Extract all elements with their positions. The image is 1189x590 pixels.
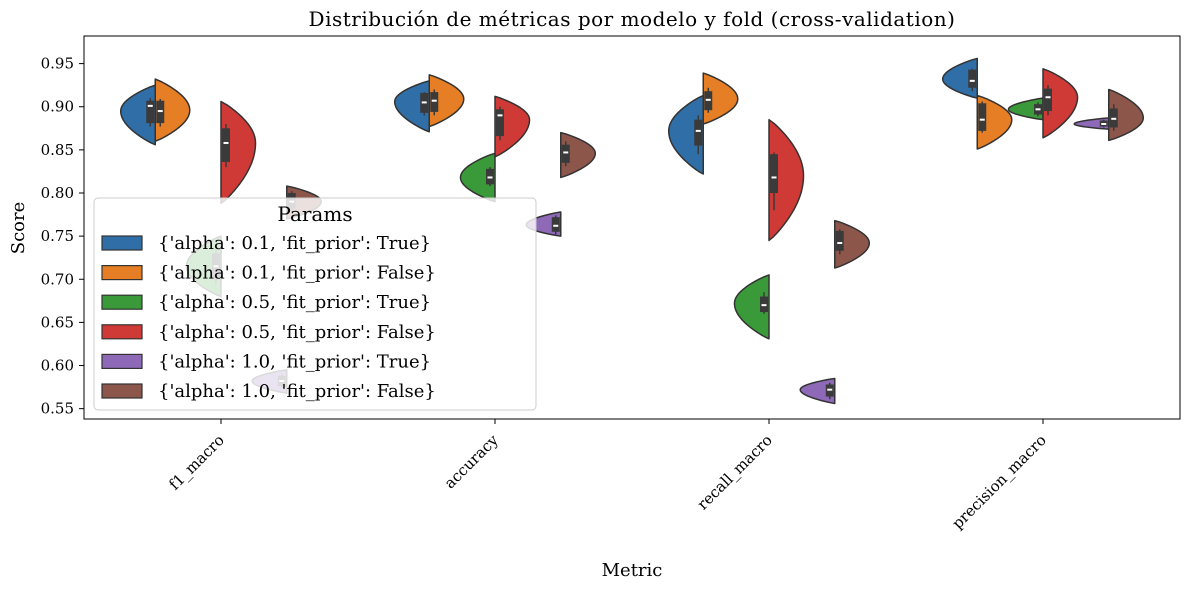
x-axis-label: Metric <box>602 560 663 581</box>
median-marker <box>157 110 163 113</box>
y-tick-label: 0.75 <box>41 227 74 245</box>
legend: Params {'alpha': 0.1, 'fit_prior': True}… <box>93 197 537 411</box>
median-marker <box>837 242 843 245</box>
violin-half <box>1042 68 1079 139</box>
box-iqr <box>496 109 504 137</box>
legend-swatch <box>101 235 143 251</box>
median-marker <box>771 176 777 179</box>
median-marker <box>497 114 503 117</box>
box-iqr <box>968 69 977 88</box>
median-marker <box>761 304 767 307</box>
box-iqr <box>694 119 703 146</box>
legend-swatch <box>101 294 143 310</box>
legend-entry-label: {'alpha': 0.1, 'fit_prior': False} <box>158 263 436 284</box>
violin-half <box>119 84 156 146</box>
x-tick-label: f1_macro <box>165 431 227 493</box>
legend-swatch <box>101 353 143 369</box>
y-axis: 0.55 0.60 0.65 0.70 0.75 0.80 0.85 0.90 0.95 <box>41 55 84 418</box>
violin-half <box>220 100 257 205</box>
violin-half <box>154 78 191 142</box>
legend-entry-label: {'alpha': 1.0, 'fit_prior': False} <box>158 381 436 402</box>
y-tick-label: 0.90 <box>41 98 74 116</box>
x-tick-label: accuracy <box>441 431 502 492</box>
median-marker <box>1111 117 1117 120</box>
y-tick-label: 0.70 <box>41 270 74 288</box>
violin-half <box>941 57 978 99</box>
median-marker <box>431 99 437 102</box>
violin-half <box>459 152 496 203</box>
y-tick-label: 0.85 <box>41 141 74 159</box>
legend-entry-label: {'alpha': 1.0, 'fit_prior': True} <box>158 351 431 372</box>
legend-swatch <box>101 265 143 281</box>
box-iqr <box>835 230 844 251</box>
legend-entry-label: {'alpha': 0.5, 'fit_prior': False} <box>158 322 436 343</box>
median-marker <box>223 141 229 144</box>
violin-half <box>768 118 805 242</box>
median-marker <box>421 101 427 104</box>
median-marker <box>827 388 833 391</box>
median-marker <box>1101 122 1107 125</box>
y-tick-label: 0.65 <box>41 313 74 331</box>
box-iqr <box>551 217 560 232</box>
violin-half <box>668 94 704 175</box>
violin-half <box>702 72 739 125</box>
legend-title: Params <box>277 202 352 226</box>
violin-half <box>428 74 465 128</box>
box-iqr <box>561 144 570 163</box>
y-tick-label: 0.60 <box>41 357 74 375</box>
x-axis: f1_macro accuracy recall_macro precision_ma… <box>165 419 1050 532</box>
box-iqr <box>978 103 987 131</box>
violin-half <box>1108 88 1145 142</box>
plot-frame <box>83 35 1181 420</box>
legend-entry-label: {'alpha': 0.1, 'fit_prior': True} <box>158 233 431 254</box>
y-tick-label: 0.55 <box>41 400 74 418</box>
box-iqr <box>146 100 155 124</box>
median-marker <box>1045 96 1051 99</box>
violin-half <box>733 274 770 340</box>
legend-swatch <box>101 383 143 399</box>
x-tick-label: recall_macro <box>694 431 776 513</box>
legend-box <box>93 197 537 411</box>
median-marker <box>563 151 569 154</box>
chart-title: Distribución de métricas por modelo y fo… <box>309 7 956 31</box>
legend-entry-label: {'alpha': 0.5, 'fit_prior': True} <box>158 292 431 313</box>
median-marker <box>979 118 985 121</box>
median-marker <box>487 176 493 179</box>
median-marker <box>1035 108 1041 111</box>
violin-half <box>560 131 597 179</box>
box-iqr <box>1044 88 1052 112</box>
box-iqr <box>222 128 230 162</box>
x-tick-label: precision_macro <box>948 431 1049 532</box>
y-tick-label: 0.80 <box>41 184 74 202</box>
y-tick-label: 0.95 <box>41 55 74 73</box>
median-marker <box>969 79 975 82</box>
median-marker <box>705 98 711 101</box>
y-axis-label: Score <box>8 202 29 255</box>
legend-swatch <box>101 324 143 340</box>
median-marker <box>147 104 153 107</box>
median-marker <box>553 224 559 227</box>
median-marker <box>695 129 701 132</box>
box-iqr <box>430 92 439 112</box>
box-iqr <box>770 154 778 193</box>
